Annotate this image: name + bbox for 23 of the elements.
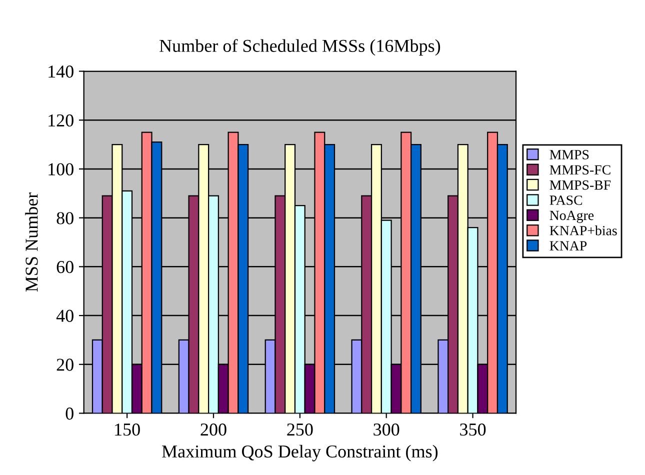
x-tick-label: 200 bbox=[200, 423, 226, 436]
legend-label: KNAP bbox=[550, 241, 587, 250]
chart-title: Number of Scheduled MSSs (16Mbps) bbox=[160, 39, 440, 56]
y-tick-label: 0 bbox=[66, 408, 74, 420]
y-tick-label: 140 bbox=[48, 66, 74, 78]
legend-label: MMPS bbox=[550, 150, 589, 160]
x-tick-label: 150 bbox=[115, 423, 140, 436]
y-tick-label: 40 bbox=[56, 310, 74, 322]
x-tick-label: 300 bbox=[374, 423, 400, 436]
y-tick-label: 100 bbox=[48, 163, 74, 176]
x-tick-label: 250 bbox=[287, 423, 313, 436]
y-tick-label: 20 bbox=[56, 358, 74, 371]
legend-label: PASC bbox=[550, 196, 582, 205]
y-tick-label: 80 bbox=[56, 212, 74, 224]
y-axis-title: MSS Number bbox=[25, 192, 38, 292]
legend-label: MMPS-BF bbox=[550, 180, 611, 190]
x-axis-title: Maximum QoS Delay Constraint (ms) bbox=[162, 444, 438, 462]
legend-label: MMPS-FC bbox=[550, 165, 610, 175]
y-tick-label: 120 bbox=[48, 114, 74, 127]
legend-label: KNAP+bias bbox=[550, 226, 617, 236]
legend-label: NoAgre bbox=[550, 210, 594, 223]
x-tick-label: 350 bbox=[460, 423, 486, 436]
y-tick-label: 60 bbox=[56, 260, 74, 274]
